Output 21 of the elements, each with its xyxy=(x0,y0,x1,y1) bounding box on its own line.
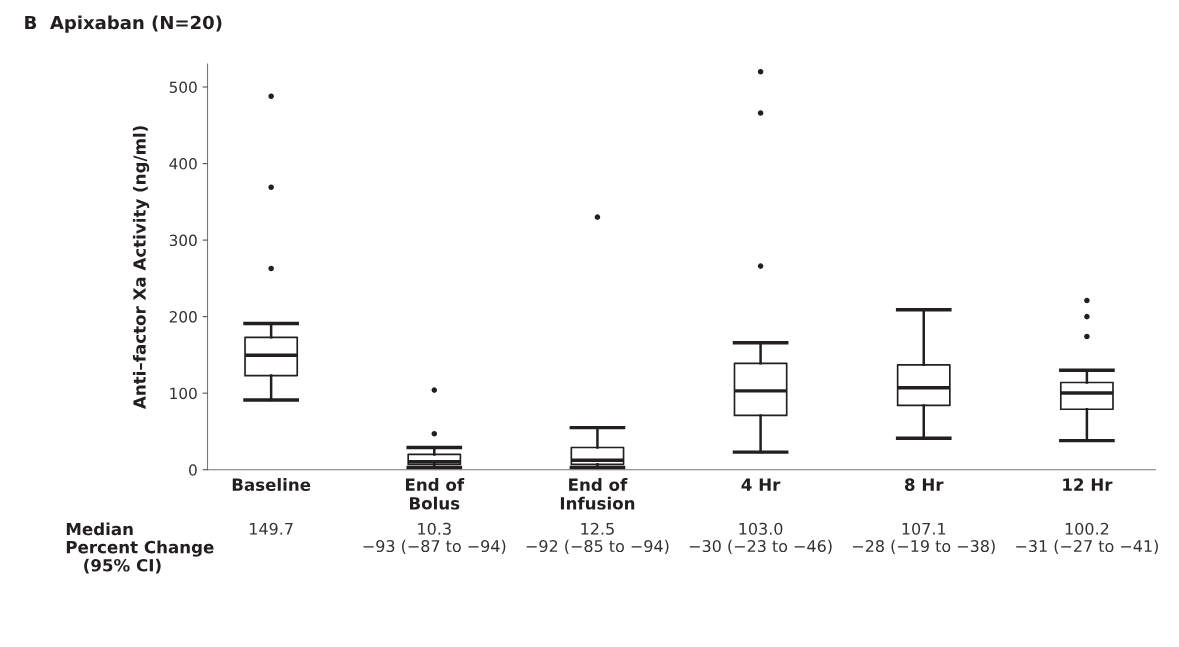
y-axis-title: Anti–factor Xa Activity (ng/ml) xyxy=(132,126,150,409)
text: 107.1 −28 (−19 to −38) xyxy=(853,522,995,554)
y-tick-label: 300 xyxy=(169,234,197,247)
x-tick-label: 12 Hr xyxy=(1063,478,1113,491)
text: 10.3 −93 (−87 to −94) xyxy=(363,522,506,554)
x-tick-label: Baseline xyxy=(232,478,311,491)
chart-title: B Apixaban (N=20) xyxy=(25,15,222,33)
y-tick-label: 100 xyxy=(170,387,197,400)
y-tick-label: 400 xyxy=(169,158,197,170)
x-tick-label: 4 Hr xyxy=(741,478,781,491)
text: Median Percent Change (95% CI) xyxy=(66,522,214,574)
x-tick-label: 8 Hr xyxy=(904,478,944,491)
y-tick-label: 200 xyxy=(169,311,197,323)
y-tick-label: 0 xyxy=(189,464,197,476)
text: 100.2 −31 (−27 to −41) xyxy=(1016,522,1158,554)
text: 103.0 −30 (−23 to −46) xyxy=(689,522,832,554)
x-tick-label: End of Infusion xyxy=(560,478,635,510)
text: 149.7 xyxy=(250,522,293,535)
x-tick-label: End of Bolus xyxy=(405,478,465,510)
y-tick-label: 500 xyxy=(169,81,197,94)
text: 12.5 −92 (−85 to −94) xyxy=(526,522,669,554)
